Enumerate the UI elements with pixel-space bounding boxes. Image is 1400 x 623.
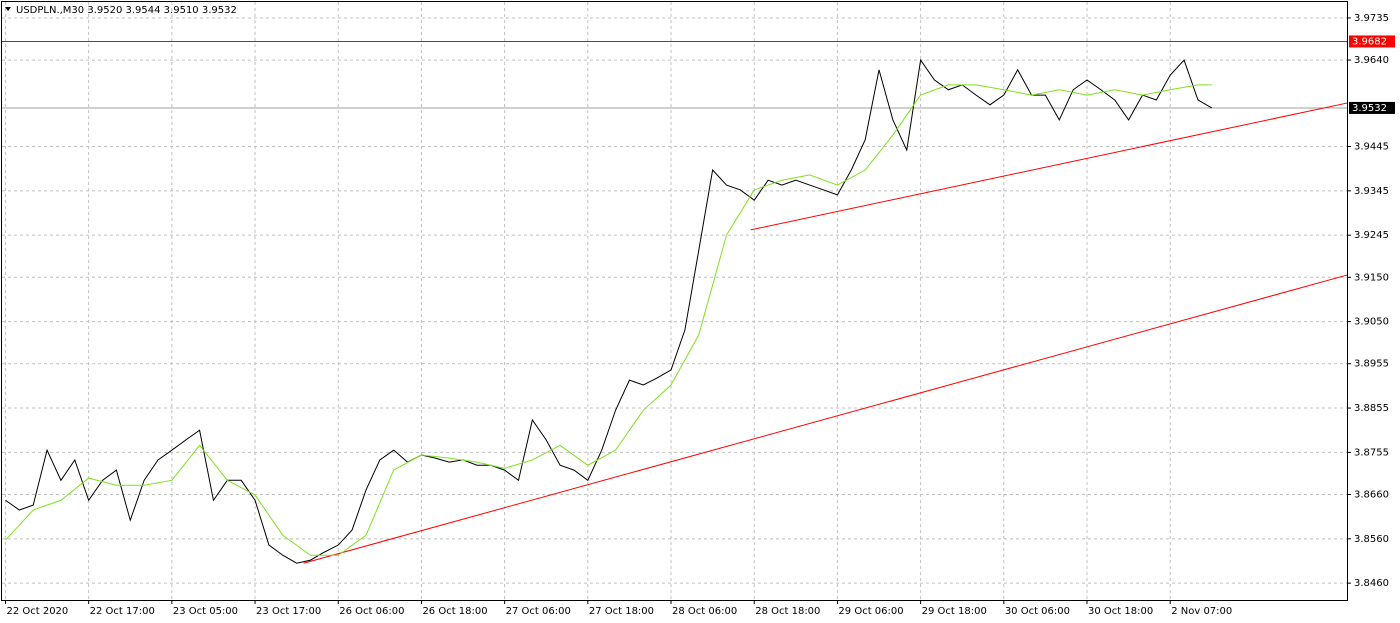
x-tick-label: 28 Oct 18:00 [755, 606, 820, 617]
trend-line [303, 274, 1348, 564]
moving-average [5, 84, 1212, 556]
y-tick-label: 3.8560 [1354, 534, 1389, 545]
x-tick-label: 27 Oct 06:00 [506, 606, 571, 617]
x-tick-label: 28 Oct 06:00 [672, 606, 737, 617]
bid-label: 3.9532 [1352, 103, 1387, 114]
y-tick-label: 3.8460 [1354, 578, 1389, 589]
y-tick-label: 3.9735 [1354, 13, 1389, 24]
x-tick-label: 26 Oct 06:00 [339, 606, 404, 617]
x-tick-label: 23 Oct 17:00 [256, 606, 321, 617]
trend-line [750, 102, 1348, 231]
level-label: 3.9682 [1352, 36, 1387, 47]
y-tick-label: 3.9150 [1354, 272, 1389, 283]
y-tick-label: 3.9640 [1354, 55, 1389, 66]
y-tick-label: 3.8955 [1354, 359, 1389, 370]
y-tick-label: 3.9445 [1354, 142, 1389, 153]
x-tick-label: 27 Oct 18:00 [589, 606, 654, 617]
x-tick-label: 22 Oct 2020 [6, 606, 68, 617]
x-tick-label: 29 Oct 06:00 [838, 606, 903, 617]
level-label-box [1349, 35, 1395, 48]
price-line [5, 58, 1213, 564]
x-tick-label: 29 Oct 18:00 [922, 606, 987, 617]
y-tick-label: 3.8755 [1354, 447, 1389, 458]
x-tick-label: 22 Oct 17:00 [90, 606, 155, 617]
y-tick-label: 3.8660 [1354, 489, 1389, 500]
x-tick-label: 30 Oct 06:00 [1005, 606, 1070, 617]
y-tick-label: 3.8855 [1354, 403, 1389, 414]
y-tick-label: 3.9050 [1354, 317, 1389, 328]
x-tick-label: 23 Oct 05:00 [173, 606, 238, 617]
bid-label-box [1349, 101, 1395, 114]
y-tick-label: 3.9245 [1354, 230, 1389, 241]
menu-icon [5, 7, 11, 11]
x-tick-label: 2 Nov 07:00 [1171, 606, 1232, 617]
y-tick-label: 3.9345 [1354, 186, 1389, 197]
chart-header: USDPLN.,M30 3.9520 3.9544 3.9510 3.9532 [16, 5, 237, 16]
x-tick-label: 30 Oct 18:00 [1088, 606, 1153, 617]
plot-frame [1, 1, 1348, 601]
x-tick-label: 26 Oct 18:00 [422, 606, 487, 617]
